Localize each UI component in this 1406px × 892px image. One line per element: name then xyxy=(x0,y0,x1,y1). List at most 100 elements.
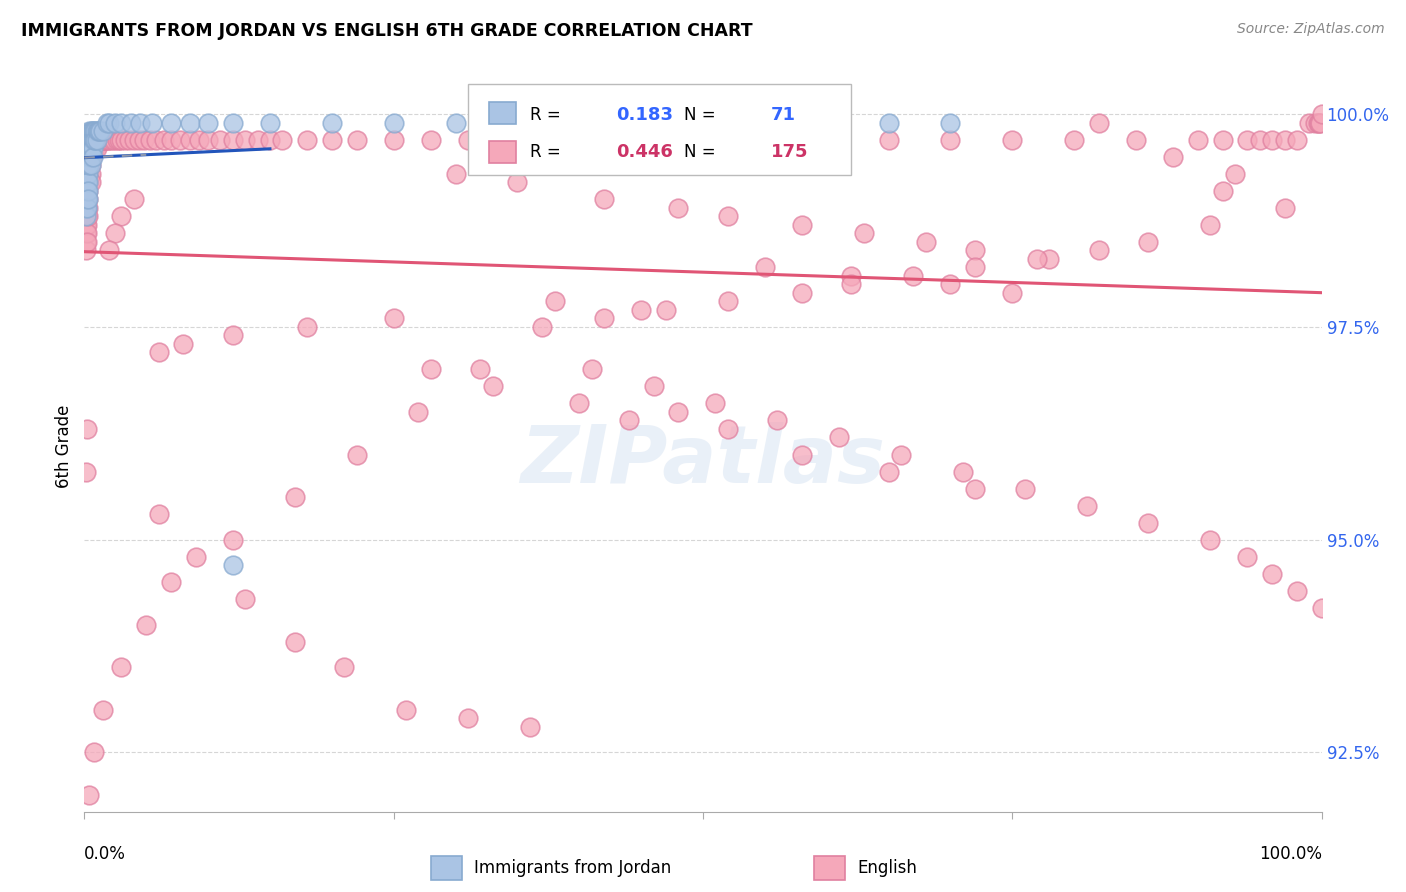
Point xyxy=(630,133,652,147)
Point xyxy=(79,133,101,147)
Point xyxy=(852,227,875,241)
Point xyxy=(717,294,740,309)
Y-axis label: 6th Grade: 6th Grade xyxy=(55,404,73,488)
Point xyxy=(1310,107,1333,121)
Point xyxy=(79,158,101,172)
Point xyxy=(543,294,565,309)
Point xyxy=(828,430,851,444)
FancyBboxPatch shape xyxy=(489,141,516,163)
Point xyxy=(75,192,97,206)
Point xyxy=(160,133,183,147)
Point xyxy=(179,116,201,130)
Point xyxy=(617,413,640,427)
Point xyxy=(79,158,101,172)
Point xyxy=(79,124,101,138)
Text: Immigrants from Jordan: Immigrants from Jordan xyxy=(474,859,671,877)
Point xyxy=(122,192,145,206)
Point xyxy=(444,116,467,130)
Point xyxy=(382,311,405,326)
Point xyxy=(1001,133,1024,147)
Point xyxy=(145,133,167,147)
Point xyxy=(903,268,925,283)
Point xyxy=(643,379,665,393)
Point xyxy=(83,133,105,147)
Point xyxy=(1308,116,1330,130)
Point xyxy=(1001,285,1024,300)
Point xyxy=(506,116,529,130)
Point xyxy=(87,124,110,138)
Point xyxy=(259,133,281,147)
Point xyxy=(129,116,152,130)
Point xyxy=(1310,600,1333,615)
Point xyxy=(82,141,104,155)
Point xyxy=(1261,133,1284,147)
Point xyxy=(457,711,479,725)
Point xyxy=(630,302,652,317)
Point xyxy=(80,141,103,155)
Point xyxy=(1076,499,1098,513)
Point xyxy=(408,405,430,419)
Point xyxy=(666,405,689,419)
Point xyxy=(169,133,191,147)
Point xyxy=(346,448,368,462)
Point xyxy=(77,175,100,189)
Text: 0.183: 0.183 xyxy=(616,105,673,124)
Point xyxy=(1088,116,1111,130)
Point xyxy=(1212,184,1234,198)
Point xyxy=(80,141,103,155)
Point xyxy=(271,133,294,147)
Point xyxy=(135,617,157,632)
Point xyxy=(76,175,98,189)
Point xyxy=(76,201,98,215)
Point xyxy=(790,285,813,300)
Text: ZIPatlas: ZIPatlas xyxy=(520,422,886,500)
Point xyxy=(692,116,714,130)
Point xyxy=(104,116,127,130)
Point xyxy=(84,133,107,147)
Point xyxy=(939,116,962,130)
Point xyxy=(790,448,813,462)
Point xyxy=(841,277,863,292)
Point xyxy=(77,141,100,155)
Point xyxy=(76,150,98,164)
Point xyxy=(84,141,107,155)
Point xyxy=(965,482,987,496)
Point xyxy=(76,235,98,249)
Point xyxy=(209,133,232,147)
Point xyxy=(939,277,962,292)
Point xyxy=(79,158,101,172)
Point xyxy=(419,133,441,147)
Point xyxy=(86,141,108,155)
Point xyxy=(76,167,98,181)
Point xyxy=(77,210,100,224)
Point xyxy=(222,116,245,130)
Point xyxy=(321,116,343,130)
Point xyxy=(222,533,245,547)
Point xyxy=(76,227,98,241)
Point xyxy=(1285,133,1308,147)
Point xyxy=(346,133,368,147)
Point xyxy=(284,490,307,504)
Point xyxy=(630,116,652,130)
Point xyxy=(77,192,100,206)
Point xyxy=(86,133,108,147)
Point xyxy=(1199,533,1222,547)
FancyBboxPatch shape xyxy=(814,856,845,880)
Point xyxy=(1285,583,1308,598)
Point xyxy=(77,192,100,206)
Point xyxy=(1236,133,1258,147)
Point xyxy=(75,235,97,249)
Point xyxy=(89,133,111,147)
Point xyxy=(877,133,900,147)
Point xyxy=(79,141,101,155)
Point xyxy=(108,133,131,147)
Point xyxy=(470,362,492,376)
Point xyxy=(1249,133,1271,147)
Point xyxy=(877,465,900,479)
Point xyxy=(139,133,162,147)
Point xyxy=(1305,116,1327,130)
FancyBboxPatch shape xyxy=(489,103,516,124)
Text: 100.0%: 100.0% xyxy=(1258,845,1322,863)
Point xyxy=(114,133,136,147)
Point xyxy=(75,244,97,258)
